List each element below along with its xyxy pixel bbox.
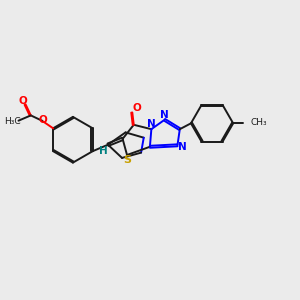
Text: O: O <box>38 115 47 125</box>
Text: CH₃: CH₃ <box>251 118 267 127</box>
Text: N: N <box>160 110 169 119</box>
Text: N: N <box>147 119 156 129</box>
Text: H₃C: H₃C <box>4 117 20 126</box>
Text: N: N <box>178 142 187 152</box>
Text: O: O <box>133 103 142 113</box>
Text: S: S <box>124 155 132 165</box>
Text: O: O <box>19 96 28 106</box>
Text: H: H <box>99 146 108 156</box>
